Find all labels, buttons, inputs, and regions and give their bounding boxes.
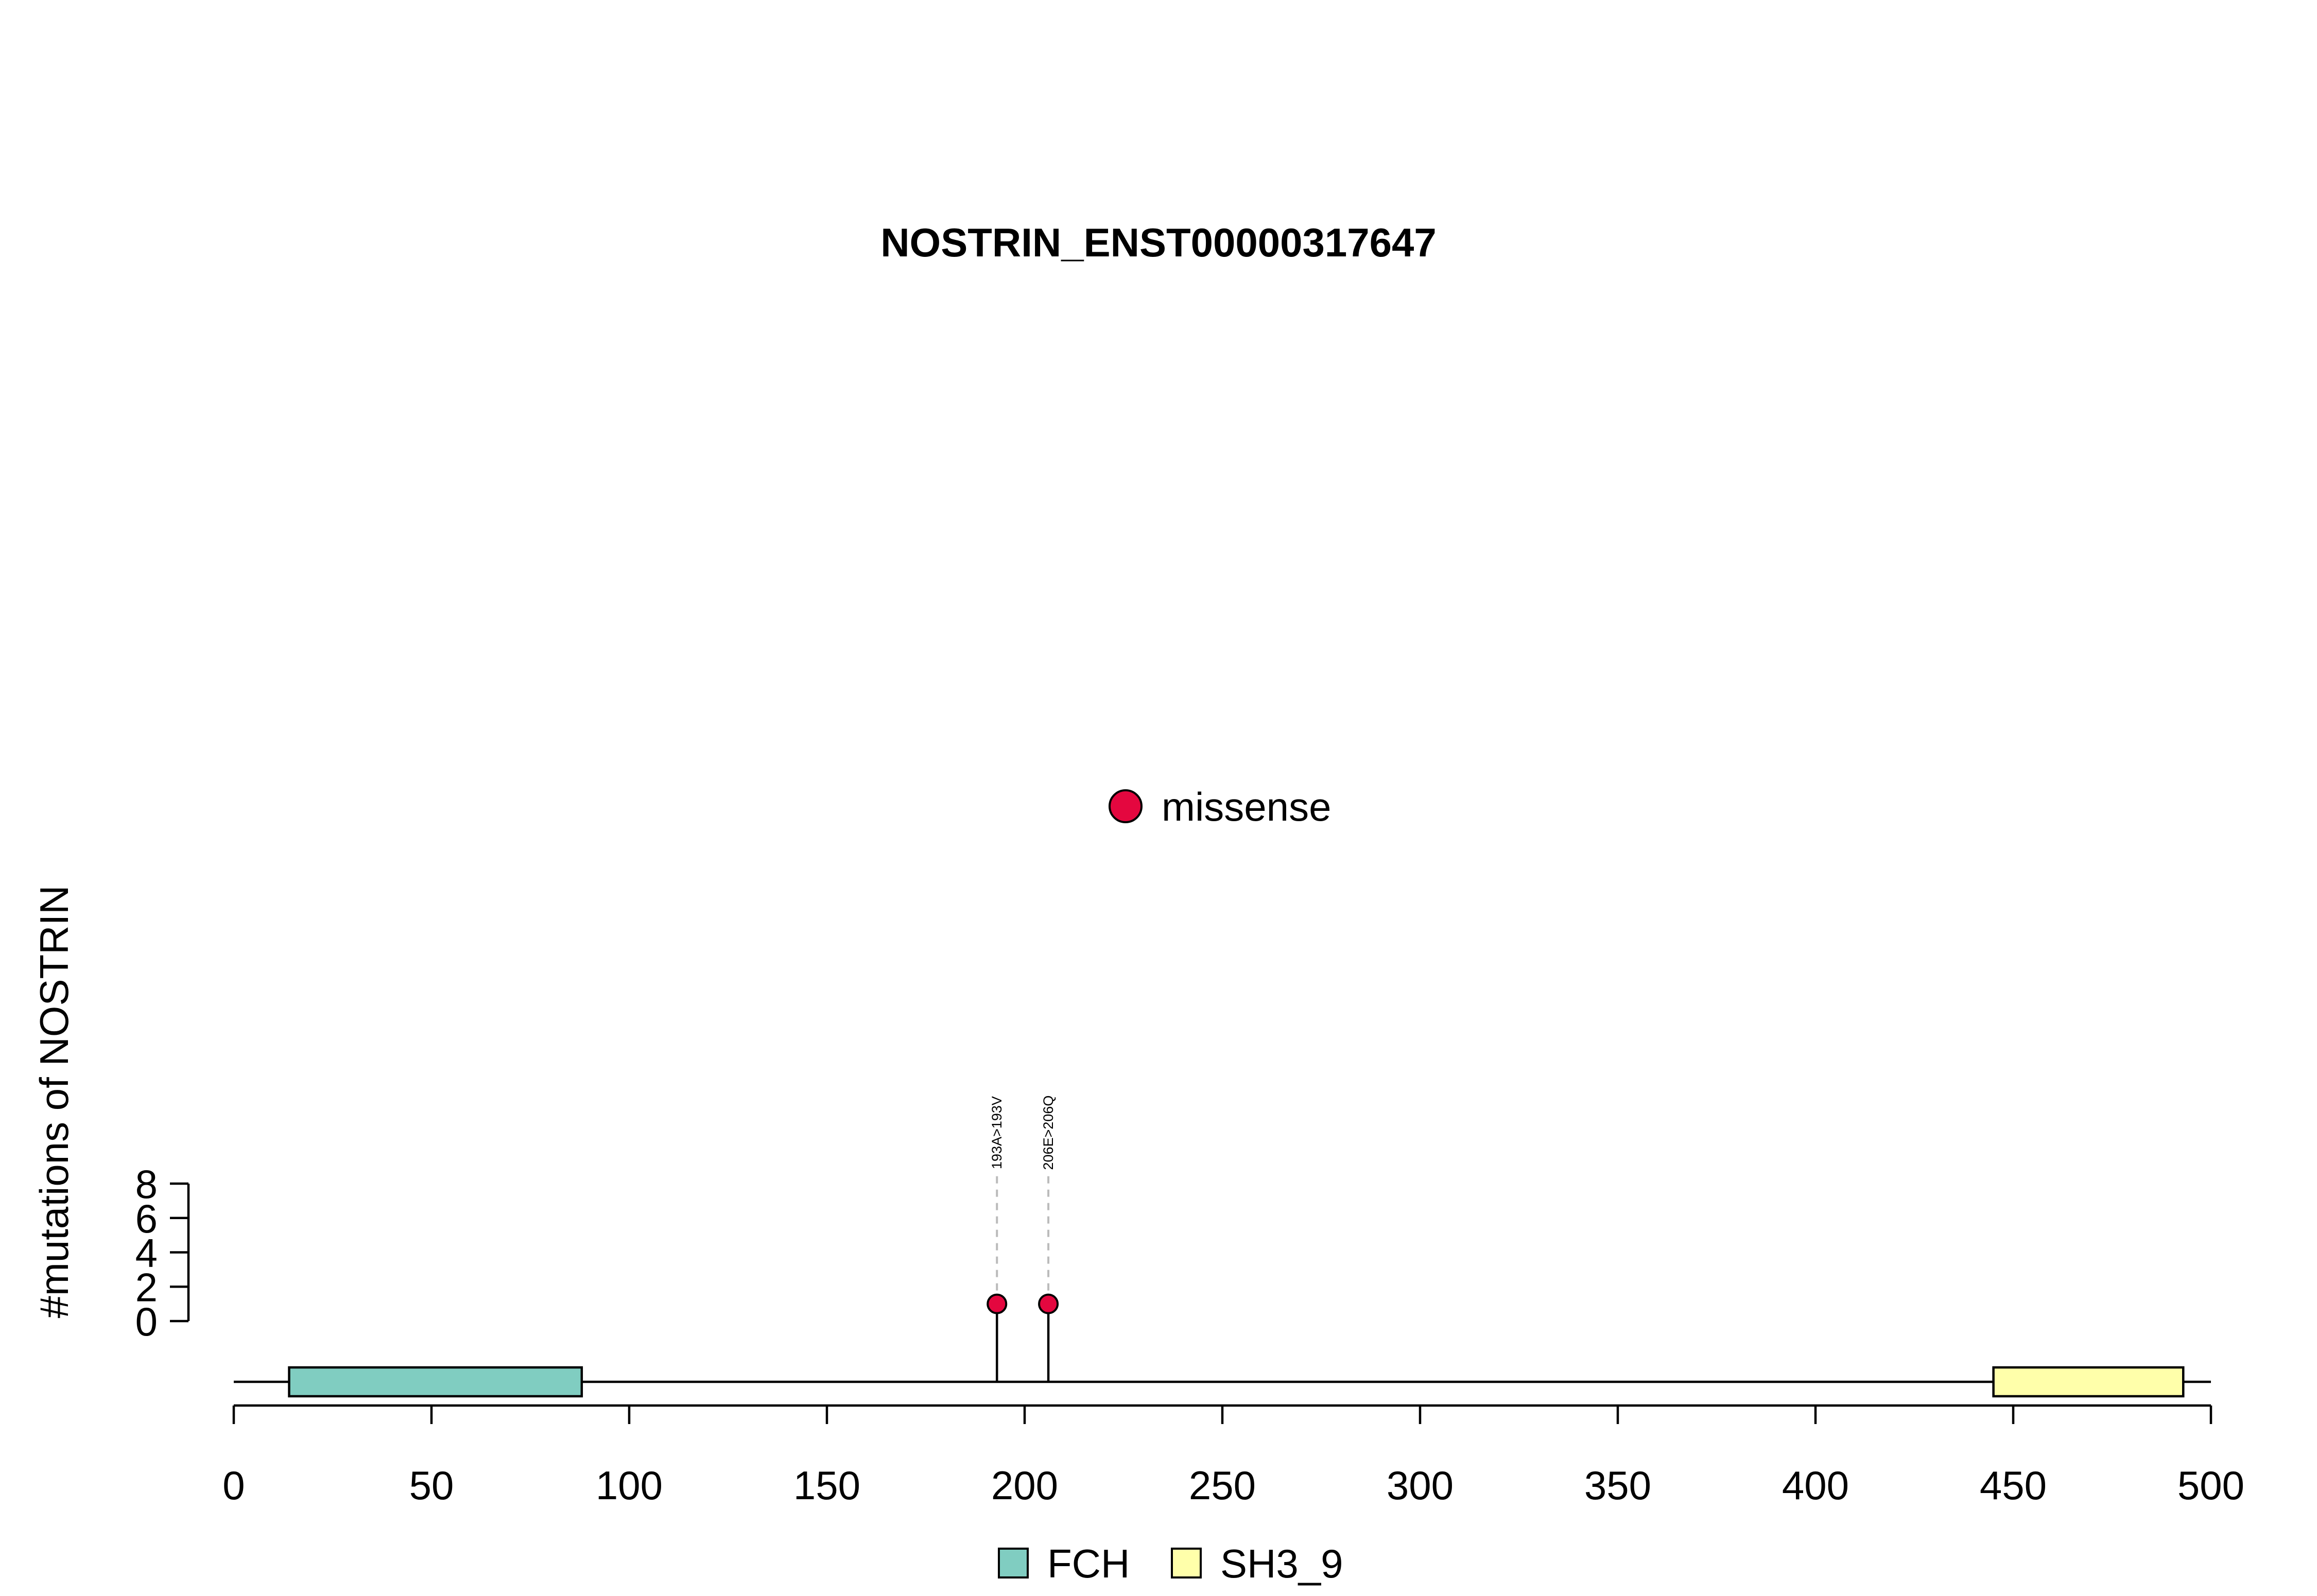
x-tick-label: 0 [222, 1463, 245, 1508]
x-tick-label: 400 [1782, 1463, 1849, 1508]
lollipop-head [987, 1293, 1008, 1314]
x-tick-label: 100 [596, 1463, 663, 1508]
y-tick-label: 6 [135, 1196, 158, 1241]
legend-missense-label: missense [1162, 784, 1331, 829]
domain-fch [288, 1366, 583, 1398]
x-tick-label: 250 [1189, 1463, 1256, 1508]
legend-fch-label: FCH [1047, 1541, 1130, 1586]
domain-legend: FCH SH3_9 [998, 1541, 1343, 1586]
x-tick-label: 300 [1387, 1463, 1454, 1508]
protein-track [234, 1366, 2211, 1398]
mutation-legend: missense [1109, 784, 1331, 829]
mutation-label: 206E>206Q [1041, 1096, 1056, 1170]
lollipops: 193A>193V 206E>206Q [987, 1096, 1059, 1382]
x-axis: 0 50 100 150 200 250 300 350 400 450 500 [222, 1404, 2244, 1508]
x-tick-label: 350 [1584, 1463, 1651, 1508]
y-tick-label: 0 [135, 1299, 158, 1344]
legend-fch-swatch [998, 1548, 1029, 1578]
x-tick-label: 450 [1980, 1463, 2047, 1508]
mutation-lollipop: 206E>206Q [1038, 1096, 1059, 1382]
y-tick-label: 8 [135, 1161, 158, 1207]
x-tick-label: 500 [2177, 1463, 2244, 1508]
mutation-label: 193A>193V [989, 1096, 1005, 1169]
y-tick-label: 2 [135, 1264, 158, 1310]
x-tick-label: 50 [409, 1463, 454, 1508]
legend-missense-symbol [1109, 789, 1143, 823]
x-tick-label: 200 [991, 1463, 1058, 1508]
mutation-lollipop: 193A>193V [987, 1096, 1008, 1382]
chart-title: NOSTRIN_ENST00000317647 [880, 220, 1437, 265]
x-tick-label: 150 [793, 1463, 860, 1508]
lollipop-head [1038, 1293, 1059, 1314]
domain-sh3-9 [1992, 1366, 2185, 1398]
legend-sh3-9-label: SH3_9 [1220, 1541, 1343, 1586]
y-axis-label: #mutations of NOSTRIN [31, 886, 77, 1319]
y-tick-label: 4 [135, 1230, 158, 1276]
legend-sh3-9-swatch [1171, 1548, 1202, 1578]
